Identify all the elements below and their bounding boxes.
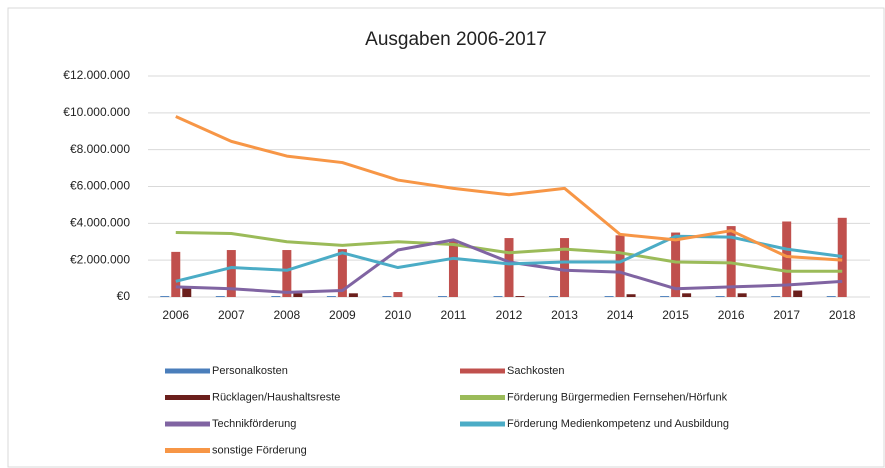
bar	[337, 249, 347, 297]
legend-swatch	[165, 448, 210, 453]
x-tick-label: 2007	[218, 308, 245, 322]
bar	[448, 239, 458, 297]
bar	[771, 296, 781, 297]
x-tick-label: 2008	[273, 308, 300, 322]
legend-swatch	[460, 395, 505, 400]
bar	[660, 296, 670, 297]
bar	[393, 292, 403, 297]
bar	[837, 217, 847, 297]
y-tick-label: €0	[117, 289, 131, 303]
legend-swatch	[165, 421, 210, 427]
bar	[437, 296, 447, 297]
x-tick-label: 2013	[551, 308, 578, 322]
legend-label: Rücklagen/Haushaltsreste	[212, 391, 340, 403]
bar	[715, 296, 725, 297]
legend-label: Personalkosten	[212, 365, 288, 377]
x-tick-label: 2015	[662, 308, 689, 322]
legend-swatch	[165, 368, 210, 374]
bar	[549, 296, 559, 297]
x-tick-label: 2018	[829, 308, 856, 322]
bar	[493, 296, 503, 297]
x-tick-label: 2017	[773, 308, 800, 322]
bar	[604, 296, 614, 297]
x-tick-label: 2016	[718, 308, 745, 322]
legend-label: Sachkosten	[507, 365, 564, 377]
y-tick-label: €8.000.000	[70, 142, 130, 156]
bar	[826, 296, 836, 297]
bar	[215, 296, 225, 297]
bar	[671, 232, 681, 297]
x-tick-label: 2010	[385, 308, 412, 322]
bar	[782, 221, 792, 297]
legend: Personalkosten Sachkosten Rücklagen/Hausha…	[165, 365, 729, 456]
legend-label: Förderung Medienkompetenz und Ausbildung	[507, 418, 729, 430]
bar	[293, 293, 303, 297]
line-series	[175, 231, 843, 273]
bar	[626, 294, 636, 297]
legend-swatch	[460, 368, 505, 374]
bar	[271, 296, 281, 297]
y-tick-label: €10.000.000	[63, 105, 130, 119]
bar	[382, 296, 392, 297]
bar	[615, 235, 625, 297]
bar	[515, 296, 525, 297]
bar	[160, 296, 170, 297]
chart-title: Ausgaben 2006-2017	[365, 29, 547, 50]
chart-border	[7, 7, 885, 468]
bar	[793, 290, 803, 297]
line-series	[175, 238, 843, 294]
line-series	[175, 115, 843, 262]
legend-swatch	[165, 395, 210, 400]
legend-label: sonstige Förderung	[212, 444, 307, 456]
y-tick-label: €6.000.000	[70, 179, 130, 193]
x-tick-label: 2011	[441, 308, 467, 322]
legend-label: Förderung Bürgermedien Fernsehen/Hörfunk	[507, 391, 728, 403]
bar	[182, 287, 192, 297]
bar	[504, 238, 514, 297]
legend-label: Technikförderung	[212, 418, 296, 430]
bar	[282, 250, 292, 297]
x-tick-label: 2012	[496, 308, 523, 322]
x-tick-label: 2009	[329, 308, 356, 322]
bar	[348, 293, 358, 297]
x-tick-label: 2014	[607, 308, 634, 322]
bar	[226, 250, 236, 297]
bar	[682, 293, 692, 297]
bar	[326, 296, 336, 297]
y-tick-label: €4.000.000	[70, 216, 130, 230]
legend-swatch	[460, 421, 505, 427]
y-tick-label: €12.000.000	[63, 68, 130, 82]
x-tick-label: 2006	[162, 308, 189, 322]
bar	[737, 293, 747, 297]
line-series	[175, 234, 843, 283]
y-tick-label: €2.000.000	[70, 252, 130, 266]
bar	[560, 238, 570, 297]
bar	[171, 251, 181, 297]
